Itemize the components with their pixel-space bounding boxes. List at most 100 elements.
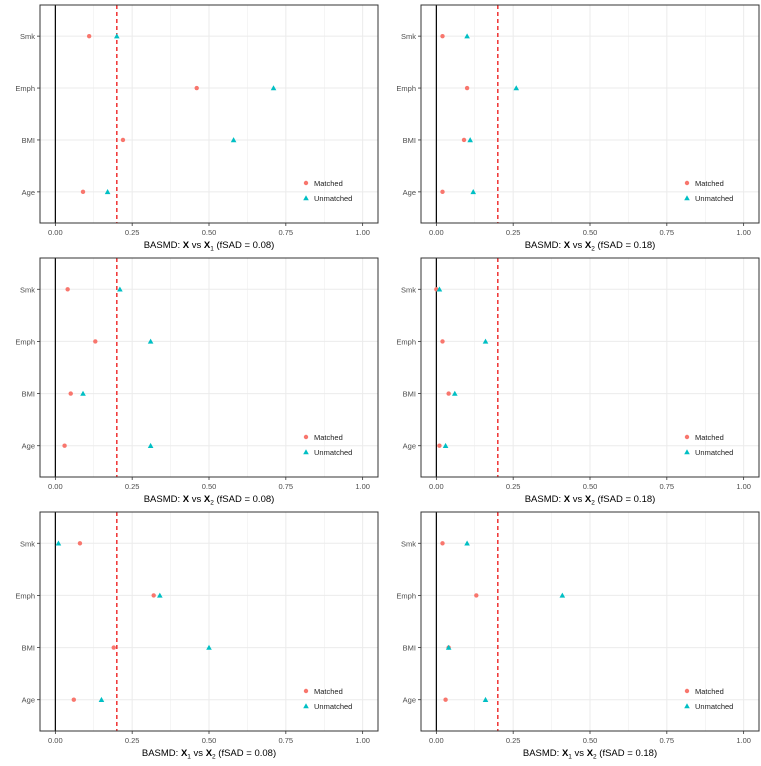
y-tick-label: Age — [22, 696, 35, 705]
unmatched-point — [442, 442, 449, 448]
panel-6: 0.00 0.25 0.50 0.75 1.00 Age BMI Emph Smk Matched… — [396, 511, 760, 761]
x-axis-title-part: (fSAD = 0.08) — [214, 494, 274, 505]
x-axis-title-part: X — [204, 240, 211, 251]
unmatched-point — [513, 85, 520, 91]
legend-unmatched-key — [684, 195, 690, 201]
matched-point — [440, 339, 445, 344]
x-axis-title-part: BASMD: — [525, 494, 564, 505]
unmatched-point — [464, 540, 470, 546]
unmatched-point — [104, 189, 111, 195]
panel-border — [39, 4, 379, 224]
y-tick-label: Smk — [20, 539, 35, 548]
x-tick-label: 1.00 — [736, 482, 751, 491]
x-axis-title-part: 2 — [591, 500, 595, 507]
unmatched-point — [114, 33, 120, 39]
x-axis-title-part: (fSAD = 0.18) — [597, 748, 657, 759]
x-axis-title-part: (fSAD = 0.08) — [214, 240, 274, 251]
legend-matched-label: Matched — [314, 687, 343, 696]
x-tick-label: 0.50 — [583, 482, 598, 491]
x-axis-title-part: BASMD: — [523, 748, 562, 759]
x-axis-title-part: vs — [572, 748, 587, 759]
matched-point — [440, 189, 445, 195]
matched-point — [71, 697, 77, 702]
x-axis-title: BASMD: X1 vs X2 (fSAD = 0.08) — [142, 748, 276, 761]
legend-unmatched-label: Unmatched — [695, 702, 733, 711]
x-axis-title-part: vs — [570, 494, 585, 505]
unmatched-point — [452, 390, 458, 396]
x-axis-title-part: BASMD: — [142, 748, 181, 759]
unmatched-point — [55, 540, 62, 546]
panel-border — [39, 257, 379, 478]
panel-border — [420, 511, 760, 732]
matched-point — [437, 443, 442, 448]
legend-matched-label: Matched — [314, 179, 343, 188]
unmatched-point — [206, 644, 212, 650]
y-tick-label: Emph — [15, 84, 35, 93]
legend-unmatched-key — [303, 703, 309, 709]
unmatched-point — [80, 390, 86, 396]
legend-unmatched-key — [684, 703, 690, 709]
panel-border — [420, 4, 760, 224]
legend-matched-label: Matched — [695, 433, 724, 442]
matched-point — [65, 287, 70, 292]
panel-3: 0.00 0.25 0.50 0.75 1.00 Age BMI Emph Smk Matched… — [15, 257, 379, 507]
x-tick-label: 1.00 — [355, 736, 370, 745]
matched-point — [62, 443, 67, 448]
y-tick-label: Emph — [396, 84, 416, 93]
x-axis-title-part: 2 — [593, 754, 597, 761]
x-tick-label: 0.25 — [125, 736, 140, 745]
x-tick-label: 0.50 — [202, 228, 217, 237]
y-tick-label: Emph — [396, 337, 416, 346]
y-tick-label: Emph — [396, 591, 416, 600]
x-tick-label: 0.25 — [125, 482, 140, 491]
x-axis-title: BASMD: X vs X2 (fSAD = 0.18) — [525, 240, 656, 253]
unmatched-point — [467, 137, 473, 143]
x-tick-label: 0.00 — [429, 482, 444, 491]
x-axis-title-part: X — [564, 240, 571, 251]
y-tick-label: BMI — [403, 390, 416, 399]
matched-point — [194, 85, 199, 91]
panel-5: 0.00 0.25 0.50 0.75 1.00 Age BMI Emph Smk Matched… — [15, 511, 379, 761]
x-tick-label: 0.00 — [48, 228, 63, 237]
y-tick-label: BMI — [22, 136, 35, 145]
y-tick-label: BMI — [403, 644, 416, 653]
x-axis-title-part: 2 — [210, 500, 214, 507]
x-axis-title-part: 1 — [210, 246, 214, 253]
legend-matched-key — [684, 688, 690, 694]
y-tick-label: Smk — [20, 285, 35, 294]
y-tick-label: Age — [403, 442, 416, 451]
x-axis-title: BASMD: X vs X2 (fSAD = 0.08) — [144, 494, 275, 507]
matched-point — [440, 541, 445, 546]
legend-unmatched-key — [303, 195, 309, 201]
legend-matched-label: Matched — [695, 179, 724, 188]
x-tick-label: 0.75 — [660, 736, 675, 745]
matched-point — [440, 33, 445, 39]
x-axis-title-part: 1 — [187, 754, 191, 761]
unmatched-point — [470, 189, 477, 195]
x-tick-label: 0.00 — [48, 736, 63, 745]
y-tick-label: BMI — [22, 644, 35, 653]
x-tick-label: 0.25 — [506, 736, 521, 745]
x-tick-label: 1.00 — [355, 228, 370, 237]
matched-point — [120, 137, 126, 143]
x-axis-title-part: BASMD: — [144, 494, 183, 505]
x-axis-title-part: vs — [570, 240, 585, 251]
unmatched-point — [147, 442, 154, 448]
panel-4: 0.00 0.25 0.50 0.75 1.00 Age BMI Emph Smk Matched… — [396, 257, 760, 507]
x-axis-title-part: vs — [189, 240, 204, 251]
unmatched-point — [559, 592, 566, 598]
panel-border — [39, 511, 379, 732]
x-axis-title-part: X — [181, 748, 188, 759]
matched-point — [86, 33, 92, 39]
x-tick-label: 1.00 — [355, 482, 370, 491]
unmatched-point — [270, 85, 277, 91]
x-axis-title-part: 2 — [212, 754, 216, 761]
x-axis-title-part: X — [206, 748, 213, 759]
unmatched-point — [482, 696, 489, 702]
x-axis-title-part: X — [564, 494, 571, 505]
x-axis-title-part: (fSAD = 0.18) — [595, 494, 655, 505]
matched-point — [474, 593, 479, 598]
y-tick-label: Emph — [15, 591, 35, 600]
y-tick-label: Smk — [401, 539, 416, 548]
